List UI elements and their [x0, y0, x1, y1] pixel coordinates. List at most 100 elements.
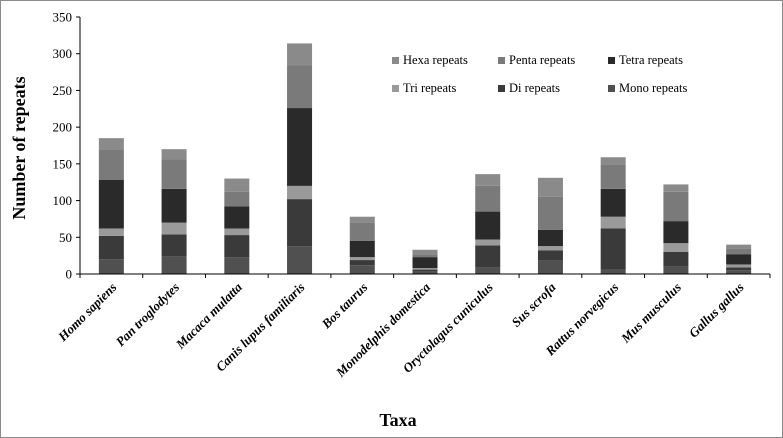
bar-segment-penta-repeats-6 [475, 185, 501, 212]
legend-swatch-hexa-repeats [392, 57, 399, 64]
bar-segment-tri-repeats-8 [600, 216, 626, 229]
legend-label-hexa-repeats: Hexa repeats [403, 53, 468, 67]
bar-segment-tetra-repeats-5 [412, 257, 438, 269]
bar-segment-penta-repeats-8 [600, 164, 626, 189]
y-tick-label-350: 350 [53, 10, 73, 25]
bar-segment-hexa-repeats-1 [161, 149, 187, 160]
bars-layer [98, 43, 752, 274]
bar-segment-tri-repeats-1 [161, 222, 187, 235]
x-tick-label-0: Homo sapiens [54, 280, 119, 345]
legend-label-tetra-repeats: Tetra repeats [619, 53, 683, 67]
bar-segment-tetra-repeats-8 [600, 188, 626, 217]
legend-label-di-repeats: Di repeats [509, 81, 560, 95]
bar-segment-mono-repeats-10 [726, 270, 752, 274]
x-tick-label-1: Pan troglodytes [113, 280, 183, 350]
bar-segment-mono-repeats-3 [287, 246, 313, 274]
bar-segment-hexa-repeats-5 [412, 249, 438, 255]
bar-segment-di-repeats-7 [537, 250, 563, 261]
bar-segment-penta-repeats-2 [224, 191, 250, 207]
bar-segment-hexa-repeats-6 [475, 174, 501, 186]
bar-segment-di-repeats-1 [161, 234, 187, 257]
bar-segment-tetra-repeats-9 [663, 221, 689, 244]
x-tick-label-4: Bos taurus [318, 280, 370, 332]
bar-segment-tri-repeats-6 [475, 239, 501, 246]
legend-swatch-mono-repeats [608, 85, 615, 92]
bar-segment-mono-repeats-4 [349, 265, 375, 274]
bar-segment-penta-repeats-1 [161, 159, 187, 189]
bar-segment-penta-repeats-5 [412, 254, 438, 258]
legend-swatch-tri-repeats [392, 85, 399, 92]
bar-segment-hexa-repeats-9 [663, 184, 689, 192]
x-tick-label-10: Gallus gallus [686, 280, 747, 341]
bar-segment-hexa-repeats-4 [349, 216, 375, 223]
bar-segment-hexa-repeats-2 [224, 178, 250, 192]
bar-segment-hexa-repeats-8 [600, 157, 626, 165]
y-tick-label-100: 100 [53, 193, 73, 208]
y-axis-title: Number of repeats [9, 76, 29, 219]
bar-segment-di-repeats-9 [663, 251, 689, 267]
bar-segment-tetra-repeats-6 [475, 211, 501, 240]
legend-label-mono-repeats: Mono repeats [619, 81, 688, 95]
bar-segment-tri-repeats-5 [412, 268, 438, 270]
axes-layer [79, 17, 771, 278]
bar-segment-tetra-repeats-1 [161, 188, 187, 223]
bar-segment-di-repeats-4 [349, 260, 375, 266]
bar-segment-penta-repeats-4 [349, 222, 375, 241]
y-tick-label-250: 250 [53, 83, 73, 98]
bar-segment-di-repeats-5 [412, 269, 438, 272]
bar-segment-di-repeats-0 [98, 235, 124, 260]
bar-segment-mono-repeats-2 [224, 257, 250, 274]
legend: Hexa repeats Penta repeats Tetra repeats Tr… [392, 53, 688, 95]
bar-segment-hexa-repeats-3 [287, 43, 313, 66]
x-axis-title: Taxa [379, 410, 416, 430]
bar-segment-hexa-repeats-10 [726, 244, 752, 249]
bar-segment-hexa-repeats-7 [537, 177, 563, 197]
bar-segment-tri-repeats-7 [537, 246, 563, 251]
bar-segment-hexa-repeats-0 [98, 138, 124, 150]
bar-segment-tri-repeats-10 [726, 264, 752, 268]
bar-segment-penta-repeats-0 [98, 149, 124, 181]
bar-segment-mono-repeats-5 [412, 271, 438, 274]
bar-segment-tetra-repeats-3 [287, 108, 313, 186]
bar-segment-tri-repeats-0 [98, 228, 124, 236]
bar-segment-mono-repeats-9 [663, 266, 689, 274]
bar-segment-penta-repeats-9 [663, 191, 689, 222]
bar-segment-tetra-repeats-10 [726, 254, 752, 265]
bar-segment-tetra-repeats-4 [349, 240, 375, 258]
legend-label-penta-repeats: Penta repeats [509, 53, 575, 67]
y-tick-label-0: 0 [66, 267, 73, 282]
bar-segment-di-repeats-3 [287, 199, 313, 247]
legend-swatch-tetra-repeats [608, 57, 615, 64]
bar-segment-tetra-repeats-7 [537, 229, 563, 247]
y-tick-label-150: 150 [53, 156, 73, 171]
legend-swatch-penta-repeats [498, 57, 505, 64]
y-tick-label-300: 300 [53, 46, 73, 61]
bar-segment-tetra-repeats-2 [224, 206, 250, 229]
bar-segment-tetra-repeats-0 [98, 180, 124, 229]
bar-segment-di-repeats-6 [475, 245, 501, 268]
y-tick-label-50: 50 [59, 230, 72, 245]
bar-segment-tri-repeats-2 [224, 228, 250, 236]
y-ticks: 0 50 100 150 200 250 300 350 [53, 10, 80, 282]
bar-segment-tri-repeats-9 [663, 243, 689, 252]
bar-segment-mono-repeats-1 [161, 256, 187, 274]
bar-segment-penta-repeats-3 [287, 65, 313, 109]
y-tick-label-200: 200 [53, 120, 73, 135]
x-tick-label-7: Sus scrofa [508, 279, 559, 330]
bar-segment-mono-repeats-6 [475, 267, 501, 274]
bar-segment-di-repeats-10 [726, 267, 752, 271]
bar-segment-penta-repeats-10 [726, 248, 752, 255]
bar-segment-di-repeats-8 [600, 228, 626, 270]
legend-label-tri-repeats: Tri repeats [403, 81, 456, 95]
bar-segment-penta-repeats-7 [537, 196, 563, 230]
bar-segment-mono-repeats-7 [537, 260, 563, 274]
x-tick-label-9: Mus musculus [617, 280, 684, 347]
bar-segment-mono-repeats-8 [600, 269, 626, 274]
legend-swatch-di-repeats [498, 85, 505, 92]
bar-segment-tri-repeats-4 [349, 257, 375, 261]
bar-segment-di-repeats-2 [224, 235, 250, 258]
bar-segment-tri-repeats-3 [287, 185, 313, 200]
